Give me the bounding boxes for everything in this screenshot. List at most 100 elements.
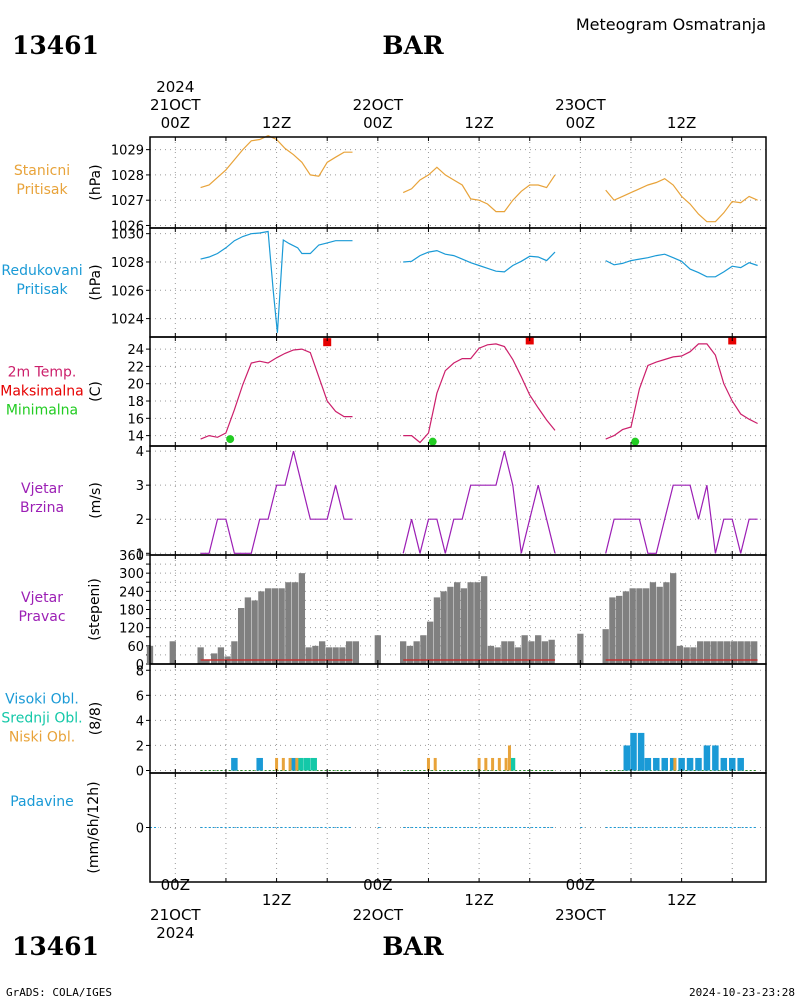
cloud-bar [303,757,311,771]
panel-left-label: Niski Obl. [9,730,75,746]
y-tick-label: 0 [136,822,144,837]
direction-bar [474,582,481,664]
direction-bar [440,591,447,664]
bottom-hour-label: 12Z [464,891,493,909]
y-tick-label: 22 [127,360,144,375]
direction-bar [683,647,690,664]
y-axis-label: (hPa) [88,264,104,300]
direction-bar [217,647,225,664]
cloud-bar [686,757,694,771]
y-tick-label: 14 [127,430,144,445]
direction-bar [345,641,353,664]
panel-oblacnost: 0 2 4 6 8 (8/8) Visoki Obl. Srednji Obl. Niski O… [1,663,767,779]
product-title: Meteogram Osmatranja [576,15,766,34]
direction-bar [318,641,326,664]
y-tick-label: 20 [127,378,144,393]
panel-temperatura: 14 16 18 20 22 24 (C) 2m Temp. Maksimalna Minimal… [0,336,767,447]
cloud-bar [653,757,660,771]
direction-bar [494,647,501,664]
direction-bar [629,588,636,664]
cloud-bar [231,757,238,771]
panel-left-label: Visoki Obl. [5,692,79,708]
series-line [403,249,556,273]
y-tick-label: 16 [127,412,144,427]
cloud-bar [630,732,637,771]
panel-frame [149,336,767,447]
direction-bar [737,641,744,664]
y-tick-label: 8 [136,664,144,679]
direction-bar [244,597,252,664]
cloud-bar [661,757,668,771]
direction-bar [616,595,623,664]
top-year-label: 2024 [156,78,194,96]
cloud-bar [703,745,711,771]
panel-left-label: Maksimalna [0,384,84,400]
cloud-bar [275,757,279,771]
cloud-bar [290,757,297,771]
cloud-bar [310,757,317,771]
y-tick-label: 2 [136,739,144,754]
panel-vjetar_pravac: 0 60 120 180 240 300 360 (stepeni) Vjetar Pravac [18,549,767,673]
direction-bar [305,647,312,664]
panel-vjetar_brzina: 1 2 3 4 (m/s) Vjetar Brzina [20,445,767,562]
direction-bar [251,600,258,664]
top-hour-label: 12Z [667,114,696,132]
direction-bar [210,653,218,664]
bottom-hour-label: 12Z [667,891,696,909]
direction-bar [730,641,738,664]
direction-bar [602,629,609,664]
panel-left-label: Brzina [20,500,64,516]
y-tick-label: 1029 [111,144,144,159]
y-tick-label: 1028 [111,256,144,271]
time-axis-bottom: 00Z 21OCT 00Z 22OCT 00Z 23OCT 12Z 12Z 12Z 2024 [150,876,696,942]
direction-bar [528,641,535,664]
cloud-bar [256,757,263,771]
direction-bar [643,588,650,664]
panel-padavine: 0 (mm/6h/12h) Padavine [10,772,767,883]
series-line [605,343,758,440]
direction-bar [339,647,346,664]
cloud-bar [296,757,304,771]
tmin-marker [631,437,640,446]
top-hour-label: 00Z [363,114,392,132]
direction-bar [541,641,549,664]
panel-left-label: Redukovani [1,263,82,279]
direction-bar [298,573,306,664]
panel-left-label: Stanicni [14,163,70,179]
bottom-hour-label: 00Z [161,876,190,894]
direction-bar [197,647,204,664]
cloud-bar [669,757,677,771]
station-id-bottom: 13461 [12,932,99,961]
series-line [403,343,556,444]
series-line [200,450,353,554]
direction-bar [352,641,360,664]
direction-bar [325,647,333,664]
footer-timestamp: 2024-10-23-23:28 [689,986,795,999]
y-tick-label: 1026 [111,219,144,234]
y-axis-label: (mm/6h/12h) [86,781,102,873]
series-line [605,253,758,278]
cloud-bar [491,757,495,771]
cloud-bar [508,757,516,771]
direction-bar [169,641,176,664]
y-tick-label: 18 [127,395,144,410]
y-tick-label: 1030 [111,228,144,243]
direction-bar [203,659,210,664]
cloud-bar [288,757,292,771]
direction-bar [622,591,630,664]
series-line [402,450,556,554]
cloud-bar [623,745,631,771]
y-axis-label: (hPa) [88,164,104,200]
top-date-label: 23OCT [555,96,606,114]
direction-bar [291,582,299,664]
direction-bar [285,582,292,664]
cloud-bar [497,757,501,771]
series-line [605,484,758,554]
direction-bar [374,635,381,664]
direction-bar [264,588,272,664]
top-date-label: 21OCT [150,96,201,114]
direction-bar [427,621,434,664]
top-hour-label: 00Z [161,114,190,132]
panel-stanicni_pritisak: 1026 1027 1028 1029 (hPa) Stanicni Pritisak [14,135,767,234]
